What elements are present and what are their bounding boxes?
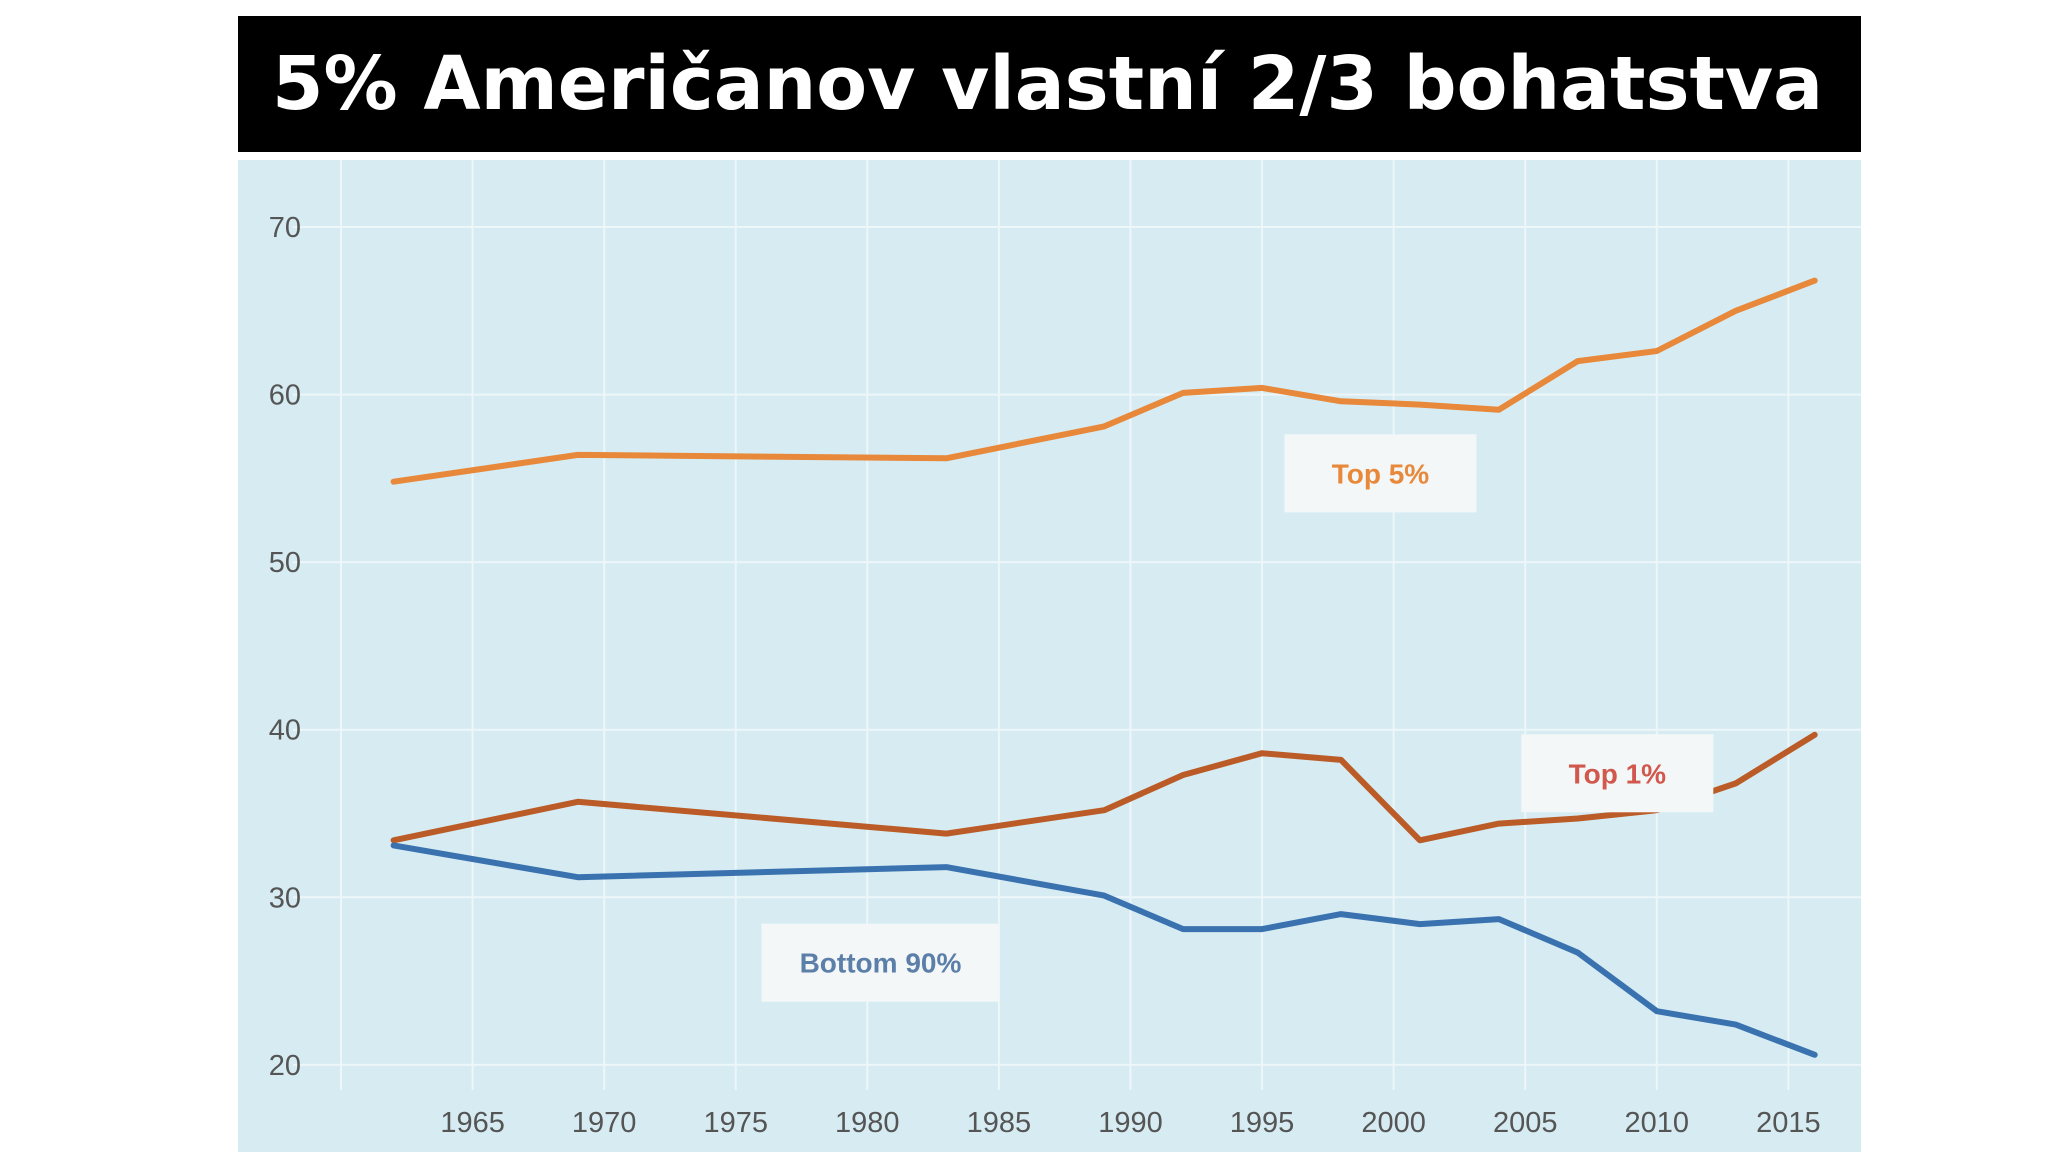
x-tick-label-2015: 2015	[1756, 1107, 1821, 1139]
x-tick-label-1995: 1995	[1230, 1107, 1295, 1139]
series-label-box-top-1	[1521, 734, 1714, 813]
series-line-top-5	[390, 277, 1818, 485]
plot-background	[238, 160, 1861, 1152]
x-tick-label-1980: 1980	[835, 1107, 900, 1139]
series-label-box-bottom-90	[761, 923, 1000, 1002]
series-label-top-5: Top 5%	[1332, 458, 1430, 489]
chart-panel: 20 30 40 50 60 70 1965 1970 1975 1980 1985 1990 1995…	[238, 160, 1861, 1152]
series-line-bottom-90	[390, 842, 1818, 1058]
x-tick-label-1970: 1970	[572, 1107, 637, 1139]
x-tick-label-2005: 2005	[1493, 1107, 1558, 1139]
line-chart: 20 30 40 50 60 70 1965 1970 1975 1980 1985 1990 1995…	[238, 160, 1861, 1152]
series-label-bottom-90: Bottom 90%	[800, 948, 962, 979]
y-tick-label-70: 70	[269, 212, 301, 244]
x-tick-label-1975: 1975	[703, 1107, 768, 1139]
y-tick-label-60: 60	[269, 380, 301, 412]
x-tick-label-1985: 1985	[967, 1107, 1032, 1139]
y-tick-label-50: 50	[269, 547, 301, 579]
x-tick-label-1990: 1990	[1098, 1107, 1163, 1139]
title-bar: 5% Američanov vlastní 2/3 bohatstva	[238, 16, 1861, 152]
x-tick-label-1965: 1965	[440, 1107, 505, 1139]
y-tick-label-30: 30	[269, 882, 301, 914]
series-label-box-top-5	[1284, 434, 1477, 513]
x-tick-label-2010: 2010	[1625, 1107, 1690, 1139]
x-tick-label-2000: 2000	[1361, 1107, 1426, 1139]
y-tick-label-40: 40	[269, 715, 301, 747]
series-label-top-1: Top 1%	[1569, 758, 1667, 789]
page-title: 5% Američanov vlastní 2/3 bohatstva	[272, 41, 1824, 127]
y-tick-label-20: 20	[269, 1050, 301, 1082]
